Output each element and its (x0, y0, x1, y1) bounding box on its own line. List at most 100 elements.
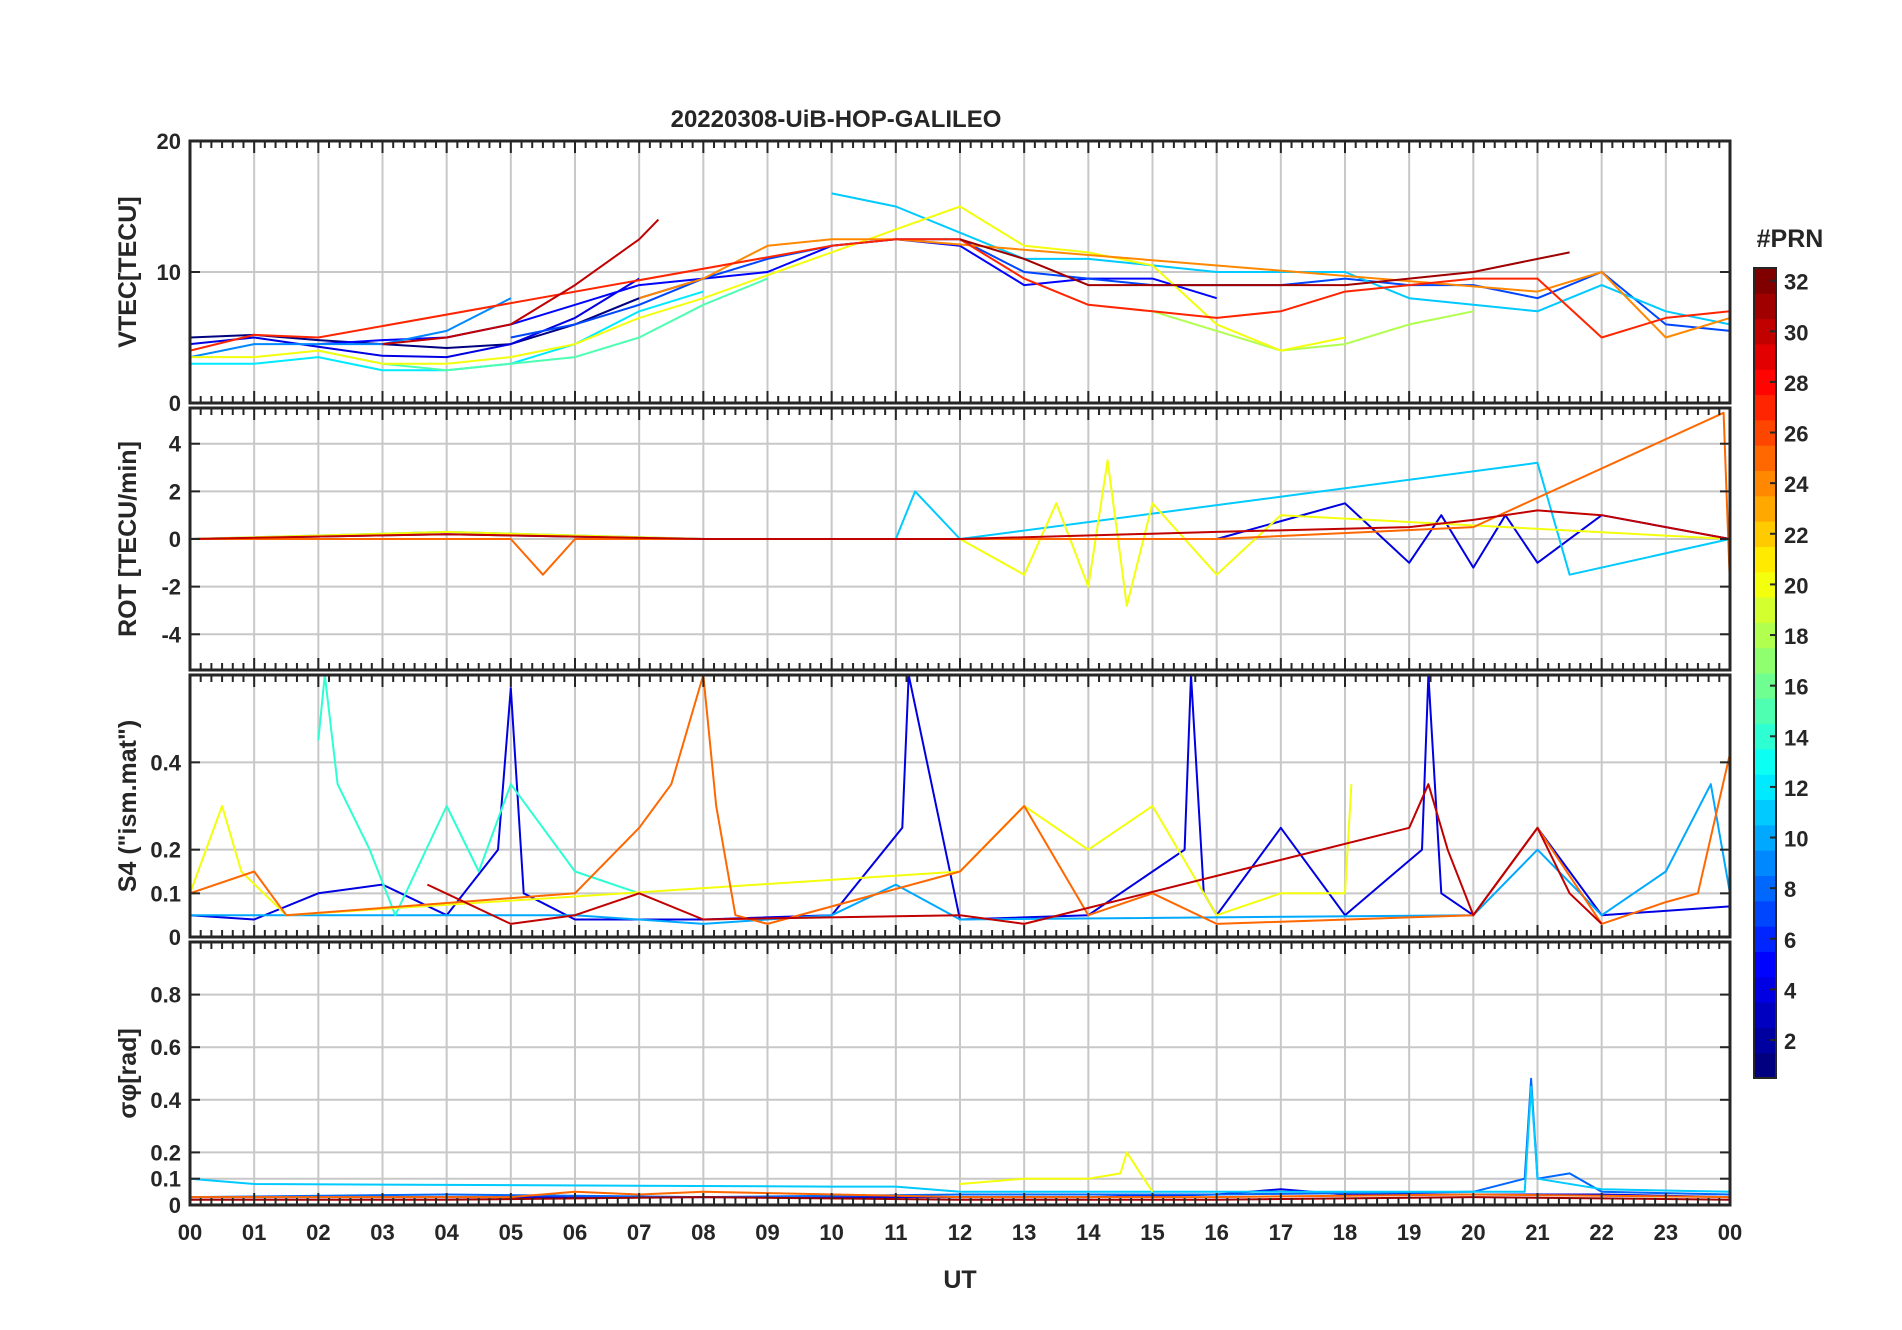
y-tick-label: 0.2 (150, 1140, 181, 1165)
y-tick-label: 0 (169, 925, 181, 950)
series-prn-11 (190, 1085, 1730, 1193)
y-tick-label: 0 (169, 1193, 181, 1218)
panel-vtec-frame (188, 139, 1732, 405)
colorbar-tick-label: 10 (1784, 827, 1808, 852)
colorbar-segment (1754, 926, 1776, 952)
series-prn-30 (426, 783, 1603, 925)
colorbar-tick-label: 28 (1784, 371, 1808, 396)
y-tick-label: 0 (169, 391, 181, 416)
panel-sigma-frame (188, 940, 1732, 1207)
x-tick-label: 21 (1525, 1220, 1549, 1245)
x-tick-label: 12 (948, 1220, 972, 1245)
panel-s4-series (190, 675, 1730, 925)
colorbar-segment (1754, 1002, 1776, 1028)
series-prn-25 (190, 1190, 1730, 1199)
x-tick-label: 10 (819, 1220, 843, 1245)
chart-title: 20220308-UiB-HOP-GALILEO (671, 106, 1002, 133)
colorbar-tick-label: 6 (1784, 928, 1796, 953)
x-tick-label: 15 (1140, 1220, 1164, 1245)
series-prn-20 (959, 1151, 1154, 1193)
colorbar-tick-label: 4 (1784, 978, 1797, 1003)
panel-rot: -4 -2 0 2 4 ROT [TECU/min] (114, 406, 1732, 672)
series-prn-18 (1152, 310, 1474, 352)
colorbar-segment (1754, 900, 1776, 927)
colorbar-segment (1754, 369, 1776, 396)
x-tick-label: 13 (1012, 1220, 1036, 1245)
x-tick-label: 20 (1461, 1220, 1485, 1245)
colorbar-title: #PRN (1757, 225, 1824, 253)
colorbar-segment (1754, 850, 1776, 876)
x-tick-label: 07 (627, 1220, 651, 1245)
series-prn-31 (959, 238, 1570, 287)
colorbar-segment (1754, 521, 1776, 547)
series-prn-27 (190, 238, 1730, 352)
colorbar-segment (1754, 419, 1776, 446)
series-prn-14 (317, 675, 640, 917)
colorbar-segment (1754, 976, 1776, 1003)
y-tick-label: 0.2 (150, 838, 181, 863)
panel-vtec-series (190, 192, 1730, 372)
x-axis-label: UT (943, 1266, 976, 1294)
y-tick-label: 0 (169, 527, 181, 552)
y-axis-label-sigma: σφ[rad] (114, 1028, 142, 1119)
y-tick-label: 0.8 (150, 983, 181, 1008)
x-tick-label: 18 (1333, 1220, 1357, 1245)
y-tick-label: 0.1 (150, 1167, 181, 1192)
panel-vtec: 0 10 20 VTEC[TECU] (114, 129, 1732, 416)
colorbar-tick-label: 24 (1784, 472, 1809, 497)
colorbar-segment (1754, 951, 1776, 978)
colorbar-tick-label: 2 (1784, 1029, 1796, 1054)
colorbar-segment (1754, 748, 1776, 775)
colorbar-segment (1754, 1027, 1776, 1054)
y-tick-label: -2 (161, 575, 181, 600)
y-tick-label: 0.6 (150, 1035, 181, 1060)
series-prn-20 (190, 784, 1353, 917)
series-prn-20 (190, 205, 1346, 365)
colorbar-tick-label: 22 (1784, 523, 1808, 548)
colorbar-tick-label: 18 (1784, 624, 1808, 649)
colorbar-frame (1753, 267, 1777, 1079)
y-tick-label: 0.4 (150, 1088, 181, 1113)
panel-s4: 0 0.1 0.2 0.4 S4 ("ism.mat") (114, 673, 1732, 950)
y-tick-label: 0.1 (150, 881, 181, 906)
colorbar-segment (1754, 546, 1776, 573)
x-tick-label: 09 (755, 1220, 779, 1245)
colorbar-segment (1754, 293, 1776, 320)
colorbar-segment (1754, 622, 1776, 649)
panel-rot-series (190, 411, 1730, 607)
colorbar-segment (1754, 318, 1776, 345)
y-tick-label: 20 (157, 129, 181, 154)
series-prn-9 (190, 297, 512, 359)
colorbar-segment (1754, 723, 1776, 750)
series-prn-11 (831, 192, 1730, 326)
y-tick-label: 10 (157, 260, 181, 285)
x-tick-label: 06 (563, 1220, 587, 1245)
y-tick-label: 4 (169, 432, 182, 457)
x-tick-label: 23 (1654, 1220, 1678, 1245)
colorbar-segment (1754, 673, 1776, 699)
series-prn-7 (510, 238, 1730, 339)
colorbar-segment (1754, 445, 1776, 471)
y-tick-label: -4 (161, 622, 181, 647)
colorbar-tick-label: 8 (1784, 877, 1796, 902)
panel-rot-frame (188, 406, 1732, 672)
series-prn-4 (190, 277, 640, 359)
colorbar-segment (1754, 597, 1776, 623)
x-axis: 00 01 02 03 04 05 06 07 08 09 10 11 12 13 14 15 16 17 18 19… (178, 1220, 1742, 1245)
panel-sigma: 00.10.2 0.4 0.6 0.8 σφ[rad] (114, 940, 1732, 1218)
colorbar-tick-label: 16 (1784, 675, 1808, 700)
x-tick-label: 03 (370, 1220, 394, 1245)
series-prn-4 (190, 675, 1730, 921)
colorbar-tick-label: 14 (1784, 725, 1809, 750)
colorbar-tick-label: 20 (1784, 573, 1808, 598)
y-axis-label-vtec: VTEC[TECU] (114, 196, 142, 347)
x-tick-label: 08 (691, 1220, 715, 1245)
y-axis-label-rot: ROT [TECU/min] (114, 441, 142, 637)
panel-s4-frame (188, 673, 1732, 939)
colorbar-segment (1754, 394, 1776, 421)
colorbar-segment (1754, 698, 1776, 725)
x-tick-label: 00 (1718, 1220, 1742, 1245)
colorbar-segment (1754, 343, 1776, 370)
x-tick-label: 22 (1589, 1220, 1613, 1245)
